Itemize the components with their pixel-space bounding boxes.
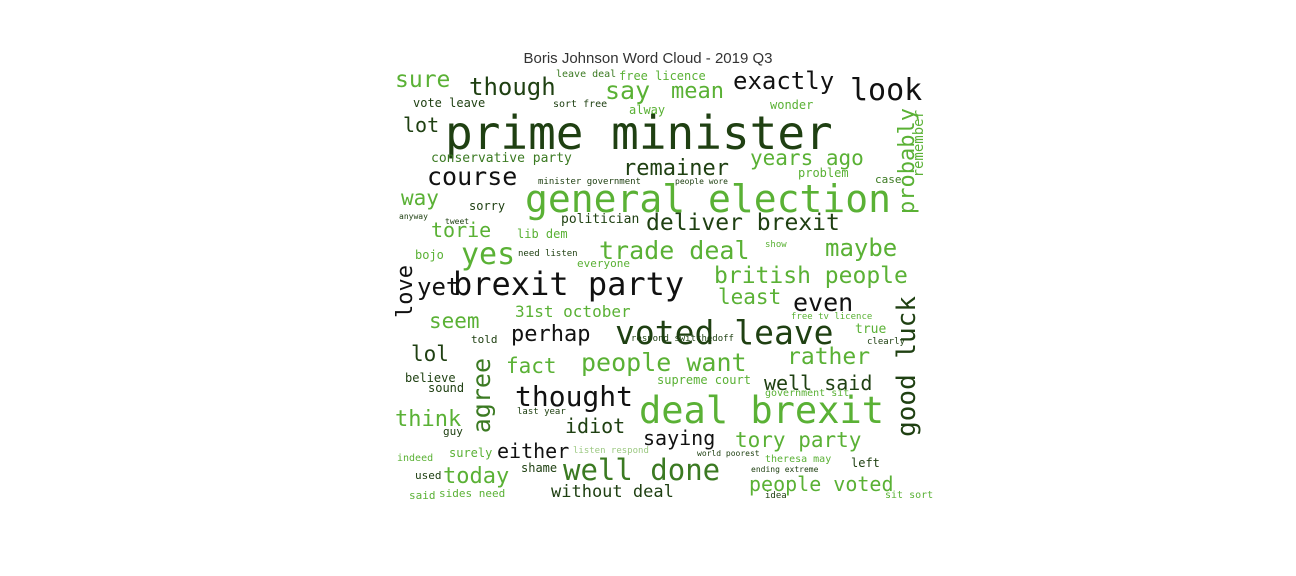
- word: problem: [798, 166, 849, 180]
- word: course: [427, 162, 518, 191]
- word: listen respond: [573, 446, 649, 456]
- word: look: [850, 73, 923, 108]
- word: prime minister: [445, 106, 833, 160]
- word: left: [851, 456, 880, 470]
- word: british people: [714, 263, 908, 289]
- word: supreme court: [657, 373, 751, 387]
- word: people want: [581, 348, 747, 377]
- word: lib dem: [517, 227, 568, 241]
- word: tory party: [735, 428, 862, 452]
- word: way: [401, 186, 439, 210]
- word: sound: [428, 381, 465, 395]
- word: think: [395, 407, 462, 432]
- word: people wore: [675, 177, 728, 186]
- word: sides need: [439, 487, 506, 500]
- word: wonder: [770, 98, 814, 112]
- word: theresa may: [765, 454, 832, 465]
- word: surely: [449, 446, 493, 460]
- word: seem: [429, 309, 480, 333]
- word: least: [718, 285, 782, 309]
- word: trade deal: [599, 236, 750, 265]
- word: exactly: [733, 68, 835, 95]
- word: need listen: [518, 249, 578, 259]
- word: yet: [417, 273, 461, 301]
- word: idiot: [565, 414, 626, 438]
- word: respond switchedoff: [631, 334, 734, 344]
- word: even: [793, 288, 854, 317]
- word: well said: [764, 371, 873, 395]
- word: tweet: [445, 217, 470, 226]
- word-cloud: prime minister general election deal bre…: [393, 68, 933, 503]
- chart-title: Boris Johnson Word Cloud - 2019 Q3: [523, 50, 773, 67]
- word: everyone: [577, 257, 630, 270]
- word: show: [765, 240, 787, 250]
- word: remember: [911, 110, 927, 178]
- word: perhap: [511, 322, 591, 347]
- word: shame: [521, 461, 558, 475]
- word: clearly: [867, 337, 905, 347]
- word: deliver brexit: [646, 210, 840, 236]
- word: world poorest: [697, 449, 760, 458]
- word: free licence: [619, 69, 706, 83]
- word: torie: [431, 218, 492, 242]
- word: good luck: [892, 296, 922, 437]
- word: fact: [506, 354, 557, 378]
- word: yes: [461, 237, 516, 272]
- word: maybe: [825, 234, 898, 262]
- word: anyway: [399, 212, 428, 221]
- word: today: [443, 464, 510, 489]
- word: mean: [671, 79, 724, 104]
- word: true: [855, 322, 887, 337]
- word: voted leave: [615, 313, 834, 352]
- word: leave deal: [556, 69, 617, 80]
- word: agree: [467, 358, 496, 434]
- word: people voted: [749, 472, 894, 496]
- word: rather: [787, 344, 871, 370]
- word: lot: [403, 113, 440, 137]
- word: thought: [515, 380, 634, 413]
- word: sorry: [469, 199, 506, 213]
- word: general election: [525, 177, 892, 221]
- word: case: [875, 173, 902, 186]
- word: said: [409, 489, 436, 502]
- word: without deal: [551, 482, 674, 502]
- word: remainer: [623, 156, 729, 181]
- word: used: [415, 469, 442, 482]
- word: say: [605, 76, 651, 105]
- word: alway: [629, 103, 666, 117]
- word: told: [471, 333, 498, 346]
- word: years ago: [750, 146, 864, 170]
- word: ending extreme: [751, 465, 819, 474]
- word: either: [497, 439, 570, 463]
- word: though: [469, 73, 556, 101]
- word: brexit party: [453, 265, 685, 303]
- word: bojo: [415, 248, 444, 262]
- word: minister government: [538, 177, 641, 187]
- word: conservative party: [431, 151, 572, 166]
- word: vote leave: [413, 96, 486, 110]
- word: indeed: [397, 453, 434, 464]
- word: sit sort: [885, 490, 933, 501]
- word: deal brexit: [639, 389, 885, 432]
- word: well done: [563, 453, 721, 487]
- word: government sit: [765, 388, 850, 399]
- word: lol: [411, 342, 449, 366]
- word: last year: [517, 407, 566, 417]
- word: sure: [395, 68, 451, 93]
- word: politician: [561, 212, 640, 227]
- word: believe: [405, 371, 456, 385]
- word: free tv licence: [791, 312, 873, 322]
- word: love: [393, 265, 418, 318]
- word: sort free: [553, 99, 608, 110]
- word: saying: [643, 426, 716, 450]
- word: idea: [765, 491, 787, 501]
- word: guy: [443, 425, 463, 438]
- word: 31st october: [515, 302, 631, 321]
